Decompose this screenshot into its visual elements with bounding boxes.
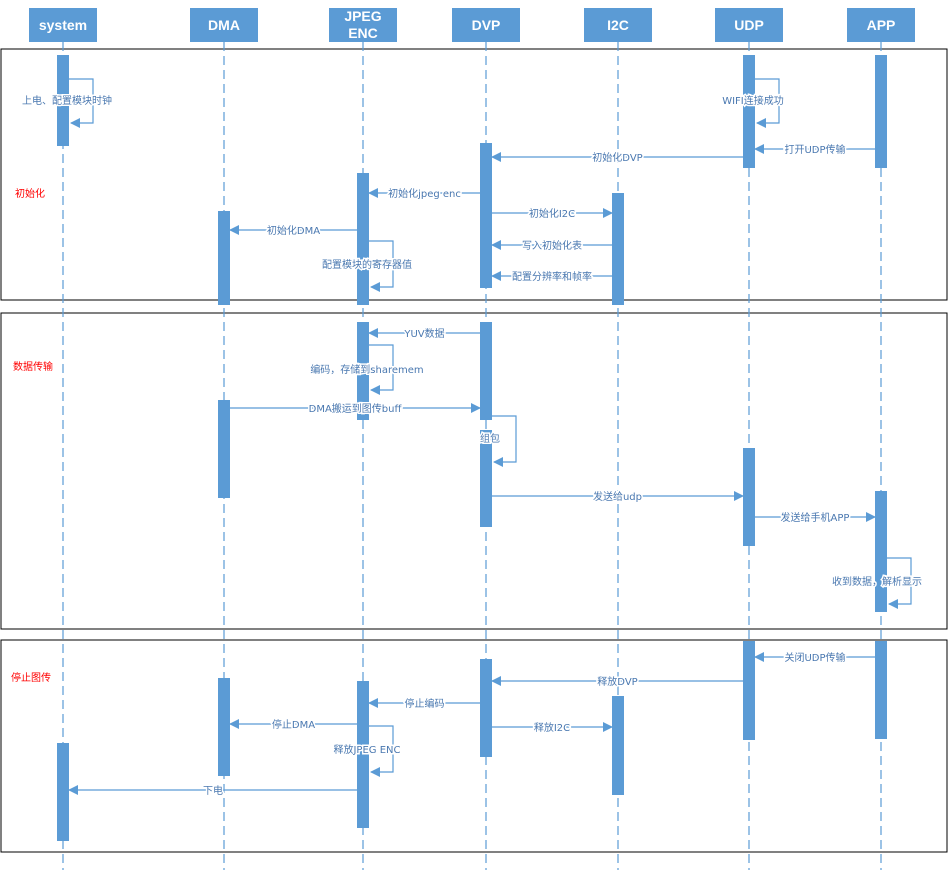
- message: WIFI连接成功: [721, 78, 785, 128]
- message-label: 初始化I2C: [529, 207, 575, 220]
- activation-jpeg: [357, 322, 369, 420]
- activation-dma: [218, 678, 230, 776]
- participant-label: UDP: [734, 17, 764, 33]
- activation-jpeg: [357, 173, 369, 305]
- message: 释放I2C: [492, 720, 613, 736]
- message: 上电、配置模块时钟: [21, 78, 114, 128]
- frame-3: [0, 639, 948, 853]
- self-message-arrow: [369, 240, 394, 292]
- self-message-arrow: [887, 557, 912, 609]
- message-label: YUV数据: [403, 327, 444, 340]
- message: 发送给udp: [492, 489, 744, 505]
- message-label: 收到数据，解析显示: [832, 575, 922, 588]
- message-label: 下电: [203, 784, 223, 797]
- activation-udp: [743, 55, 755, 168]
- message-label: 停止编码: [405, 697, 445, 710]
- message: 写入初始化表: [491, 238, 612, 254]
- activation-dvp: [480, 659, 492, 757]
- self-message-arrow: [755, 78, 780, 128]
- message-label: 上电、配置模块时钟: [22, 94, 112, 107]
- message: 配置分辨率和帧率: [491, 269, 612, 285]
- participant-label: DVP: [472, 17, 501, 33]
- message: 配置模块的寄存器值: [321, 240, 414, 292]
- section-label: 停止图传: [11, 671, 51, 684]
- activation-i2c: [612, 193, 624, 305]
- message: 释放DVP: [491, 674, 743, 690]
- activation-app: [875, 641, 887, 739]
- frame-1: [0, 48, 948, 301]
- section-label: 数据传输: [13, 360, 53, 373]
- message-label: 编码，存储到sharemem: [310, 363, 423, 376]
- message-label: 初始化jpeg enc: [388, 187, 461, 200]
- message: DMA搬运到图传buff: [230, 401, 481, 417]
- message-label: 发送给udp: [593, 490, 642, 503]
- activation-system: [57, 743, 69, 841]
- participant-dma: [190, 8, 258, 42]
- message: 编码，存储到sharemem: [309, 344, 425, 395]
- activation-jpeg: [357, 681, 369, 828]
- message: 下电: [68, 783, 357, 799]
- message: 初始化DMA: [229, 223, 357, 239]
- participant-jpeg: [329, 8, 397, 42]
- section-label: 初始化: [15, 187, 45, 200]
- message: 停止DMA: [229, 717, 357, 733]
- message-label: 关闭UDP传输: [784, 651, 845, 664]
- message-label: 释放JPEG ENC: [333, 743, 400, 756]
- message-label: 发送给手机APP: [781, 511, 850, 524]
- activation-i2c: [612, 696, 624, 795]
- participant-system: [29, 8, 97, 42]
- activation-app: [875, 491, 887, 612]
- message-label: 写入初始化表: [522, 239, 582, 252]
- frame-2: [0, 312, 948, 630]
- participant-dvp: [452, 8, 520, 42]
- message: 初始化DVP: [491, 150, 743, 166]
- self-message-arrow: [369, 725, 394, 777]
- message: 打开UDP传输: [754, 142, 875, 158]
- message: 停止编码: [368, 696, 480, 712]
- participant-app: [847, 8, 915, 42]
- message: 组包: [479, 415, 517, 467]
- participant-label: system: [39, 17, 87, 33]
- activation-dma: [218, 400, 230, 498]
- self-message-arrow: [369, 344, 394, 395]
- activation-dvp: [480, 430, 492, 527]
- message-label: 配置模块的寄存器值: [322, 258, 412, 271]
- message-label: 组包: [480, 432, 500, 445]
- message-label: 打开UDP传输: [784, 143, 845, 156]
- message-label: WIFI连接成功: [722, 94, 784, 107]
- participant-udp: [715, 8, 783, 42]
- message-label: DMA搬运到图传buff: [309, 402, 403, 415]
- activation-system: [57, 55, 69, 146]
- message: 收到数据，解析显示: [831, 557, 924, 609]
- participant-label: JPEG: [344, 8, 381, 24]
- message: 发送给手机APP: [755, 510, 876, 526]
- activation-dvp: [480, 143, 492, 288]
- activation-dvp: [480, 322, 492, 420]
- self-message-arrow: [69, 78, 94, 128]
- message-label: 配置分辨率和帧率: [512, 270, 592, 283]
- activation-app: [875, 55, 887, 168]
- participant-label: ENC: [348, 25, 378, 41]
- participant-i2c: [584, 8, 652, 42]
- message-label: 释放DVP: [597, 675, 637, 688]
- message-label: 停止DMA: [272, 718, 315, 731]
- activation-udp: [743, 448, 755, 546]
- participant-label: APP: [867, 17, 896, 33]
- message: YUV数据: [368, 326, 480, 342]
- self-message-arrow: [492, 415, 517, 467]
- message: 释放JPEG ENC: [332, 725, 402, 777]
- message-label: 释放I2C: [534, 721, 570, 734]
- participant-label: DMA: [208, 17, 240, 33]
- message: 关闭UDP传输: [754, 650, 875, 666]
- activation-dma: [218, 211, 230, 305]
- message: 初始化I2C: [492, 206, 613, 222]
- participant-label: I2C: [607, 17, 629, 33]
- message-label: 初始化DVP: [592, 151, 642, 164]
- message-label: 初始化DMA: [267, 224, 320, 237]
- activation-udp: [743, 641, 755, 740]
- message: 初始化jpeg enc: [368, 186, 480, 202]
